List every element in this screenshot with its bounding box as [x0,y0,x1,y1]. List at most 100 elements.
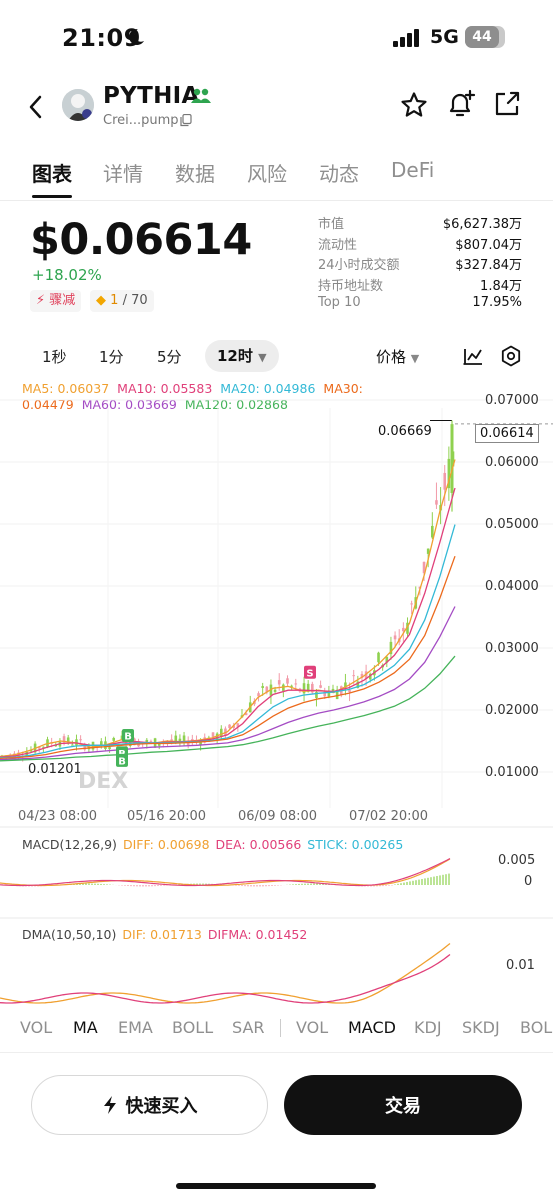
stat-value: $807.04万 [455,237,522,253]
copy-icon[interactable] [180,114,192,127]
caret-down-icon: ▼ [258,351,267,364]
candle-body [315,691,318,699]
candle-body [79,739,82,741]
candle-body [145,739,149,744]
dma-dif-line [0,942,451,1004]
candle-body [62,736,66,743]
signal-icon [393,29,419,47]
candle-body [273,689,277,692]
chart-grid [0,399,553,919]
macd-title: MACD(12,26,9) [22,837,117,852]
stat-label: 市值 [318,217,345,232]
score-value: 1 [110,293,119,308]
ind-tab-ema[interactable]: EMA [118,1018,153,1037]
ma120-legend: MA120: 0.02868 [184,397,288,412]
ma10-legend: MA10: 0.05583 [117,381,213,396]
candle-body [389,641,393,655]
token-address: Crei...pump [103,113,179,128]
interval-5m[interactable]: 5分 [157,348,182,366]
candle-body [323,691,327,697]
interval-1s[interactable]: 1秒 [42,348,67,366]
trade-button[interactable]: 交易 [284,1075,522,1135]
candle-body [186,741,190,746]
price-chart[interactable]: BBBS [0,378,553,1018]
stat-value: $327.84万 [455,258,522,274]
candle-body [422,561,426,574]
dma-axis-label: 0.01 [506,958,535,973]
macd-dea-line [0,857,451,887]
settings-icon[interactable] [500,345,522,367]
ind-tab-skdj[interactable]: SKDJ [462,1018,500,1037]
macd-dea: DEA: 0.00566 [215,837,302,852]
holders-icon [191,88,211,103]
ma30-legend: MA30: 0.04479 [22,381,363,412]
time-axis-label: 04/23 08:00 [18,809,98,824]
candle-body [71,744,74,746]
price-axis-label: 0.05000 [485,517,539,532]
trade-marker-badge [304,665,316,679]
ma5-legend: MA5: 0.06037 [22,381,110,396]
candle-body [426,548,430,554]
back-arrow-icon[interactable] [28,95,44,119]
tab-risk[interactable]: 风险 [247,162,287,186]
candle-body [377,652,380,663]
quick-buy-button[interactable]: 快速买入 [31,1075,268,1135]
candle-body [443,472,447,490]
candle-body [344,682,347,688]
price-alert-icon[interactable] [446,89,476,119]
stat-row: 流动性 $807.04万 [318,234,522,255]
interval-12h-selected[interactable]: 12时 ▼ [205,340,279,372]
ma-lines [0,459,456,762]
lightning-icon [103,1096,116,1114]
price-toggle[interactable]: 价格 ▼ [376,346,419,367]
ind-tab-vol[interactable]: VOL [20,1018,53,1037]
candle-body [410,603,413,605]
divider [0,200,553,201]
price-axis-label: 0.06000 [485,455,539,470]
interval-1m[interactable]: 1分 [99,348,124,366]
candle-body [120,735,124,740]
ind-tab-sub-boll[interactable]: BOLL [520,1018,553,1037]
time-axis-label: 05/16 20:00 [127,809,207,824]
candle-body [435,500,438,505]
dma-title: DMA(10,50,10) [22,927,117,942]
token-avatar [62,89,94,121]
share-icon[interactable] [493,90,521,118]
ind-tab-macd[interactable]: MACD [348,1018,396,1037]
ind-tab-ma[interactable]: MA [73,1018,98,1037]
tab-defi[interactable]: DeFi [391,158,435,182]
home-indicator [176,1183,376,1189]
trend-badge[interactable]: ⚡ 骤减 [30,290,82,312]
star-icon[interactable] [400,91,428,119]
score-badge[interactable]: ◆ 1 / 70 [90,290,154,312]
ind-tab-sub-vol[interactable]: VOL [296,1018,329,1037]
trade-marker-badge [122,729,134,743]
ind-tab-kdj[interactable]: KDJ [414,1018,442,1037]
ind-tab-boll[interactable]: BOLL [172,1018,214,1037]
quick-buy-label: 快速买入 [125,1096,198,1117]
divider [0,1052,553,1053]
candle-body [199,740,202,745]
tab-data[interactable]: 数据 [175,162,215,186]
ma-line-ma5 [0,459,456,758]
ma60-legend: MA60: 0.03669 [81,397,177,412]
candle-body [294,683,298,685]
candle-body [385,656,389,663]
status-time: 21:09 [62,24,141,52]
caret-down-icon: ▼ [410,352,420,365]
time-axis-label: 07/02 20:00 [349,809,429,824]
candle-body [306,683,310,692]
tab-chart[interactable]: 图表 [32,162,72,186]
candle-body [108,747,111,750]
tab-details[interactable]: 详情 [103,162,143,186]
candle-body [290,685,293,687]
ind-tab-sar[interactable]: SAR [232,1018,265,1037]
indicator-icon[interactable] [462,345,484,367]
stat-label: Top 10 [318,295,361,311]
stat-value: 17.95% [472,295,522,311]
stat-label: 24小时成交额 [318,258,400,274]
tab-activity[interactable]: 动态 [319,162,359,186]
ma20-legend: MA20: 0.04986 [220,381,316,396]
token-name: PYTHIA [103,83,200,109]
trade-markers: BBBS [116,665,316,767]
